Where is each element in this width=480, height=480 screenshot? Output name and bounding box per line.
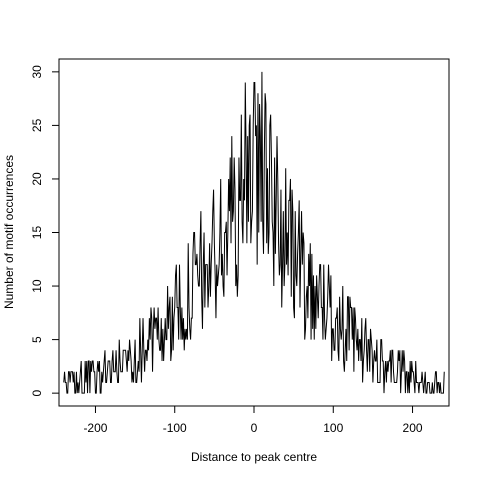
y-axis-label: Number of motif occurrences — [2, 155, 16, 309]
x-tick-label: -100 — [163, 421, 187, 435]
x-axis-label: Distance to peak centre — [191, 450, 317, 464]
y-tick-label: 5 — [30, 336, 44, 343]
y-axis: 0 5 10 15 20 25 30 — [30, 65, 60, 396]
y-tick-label: 30 — [30, 65, 44, 79]
x-tick-label: 200 — [403, 421, 423, 435]
y-tick-label: 10 — [30, 279, 44, 293]
series-line — [63, 71, 445, 394]
x-axis: -200 -100 0 100 200 — [83, 405, 423, 435]
y-tick-label: 0 — [30, 389, 44, 396]
x-tick-label: 100 — [323, 421, 343, 435]
x-tick-label: -200 — [83, 421, 107, 435]
y-tick-label: 20 — [30, 172, 44, 186]
y-tick-label: 25 — [30, 118, 44, 132]
x-tick-label: 0 — [251, 421, 258, 435]
y-tick-label: 15 — [30, 226, 44, 240]
